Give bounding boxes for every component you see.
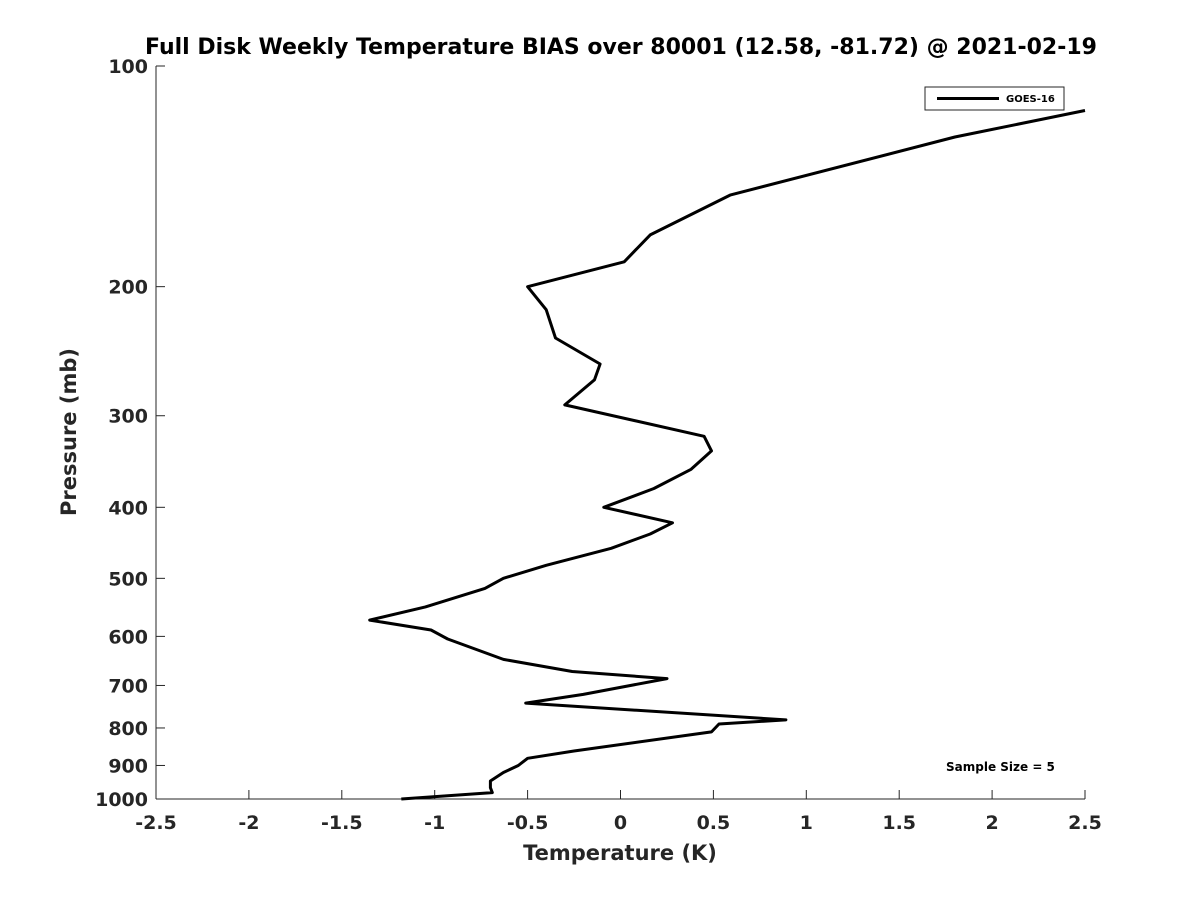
x-tick-label: 0.5 (697, 812, 731, 834)
x-tick-label: -1.5 (321, 812, 363, 834)
y-tick-label: 100 (108, 56, 148, 78)
x-tick-label: 2 (985, 812, 998, 834)
chart-title: Full Disk Weekly Temperature BIAS over 8… (145, 35, 1097, 60)
x-axis-ticks: -2.5 -2 -1.5 -1 -0.5 0 0.5 1 1.5 2 2.5 (135, 790, 1102, 834)
x-tick-label: 1.5 (882, 812, 916, 834)
x-tick-label: -2 (238, 812, 259, 834)
x-tick-label: 1 (800, 812, 813, 834)
x-axis-label: Temperature (K) (523, 841, 717, 865)
y-tick-label: 1000 (95, 789, 148, 811)
series-line-goes-16 (368, 109, 1086, 801)
plot-area (156, 66, 1085, 799)
y-tick-label: 700 (108, 675, 148, 697)
x-tick-label: 0 (614, 812, 627, 834)
y-tick-label: 900 (108, 755, 148, 777)
y-tick-label: 200 (108, 277, 148, 299)
y-tick-label: 600 (108, 626, 148, 648)
y-axis-label: Pressure (mb) (57, 348, 81, 516)
y-tick-label: 300 (108, 406, 148, 428)
sample-size-annotation: Sample Size = 5 (946, 760, 1055, 774)
y-tick-label: 500 (108, 568, 148, 590)
y-tick-label: 400 (108, 497, 148, 519)
x-tick-label: -1 (424, 812, 445, 834)
x-tick-label: -0.5 (507, 812, 549, 834)
x-tick-label: 2.5 (1068, 812, 1102, 834)
legend-label-goes-16: GOES-16 (1006, 94, 1055, 105)
legend: GOES-16 (924, 86, 1065, 111)
y-axis-ticks: 100 200 300 400 500 600 700 800 900 1000 (95, 56, 165, 811)
x-tick-label: -2.5 (135, 812, 177, 834)
y-tick-label: 800 (108, 718, 148, 740)
